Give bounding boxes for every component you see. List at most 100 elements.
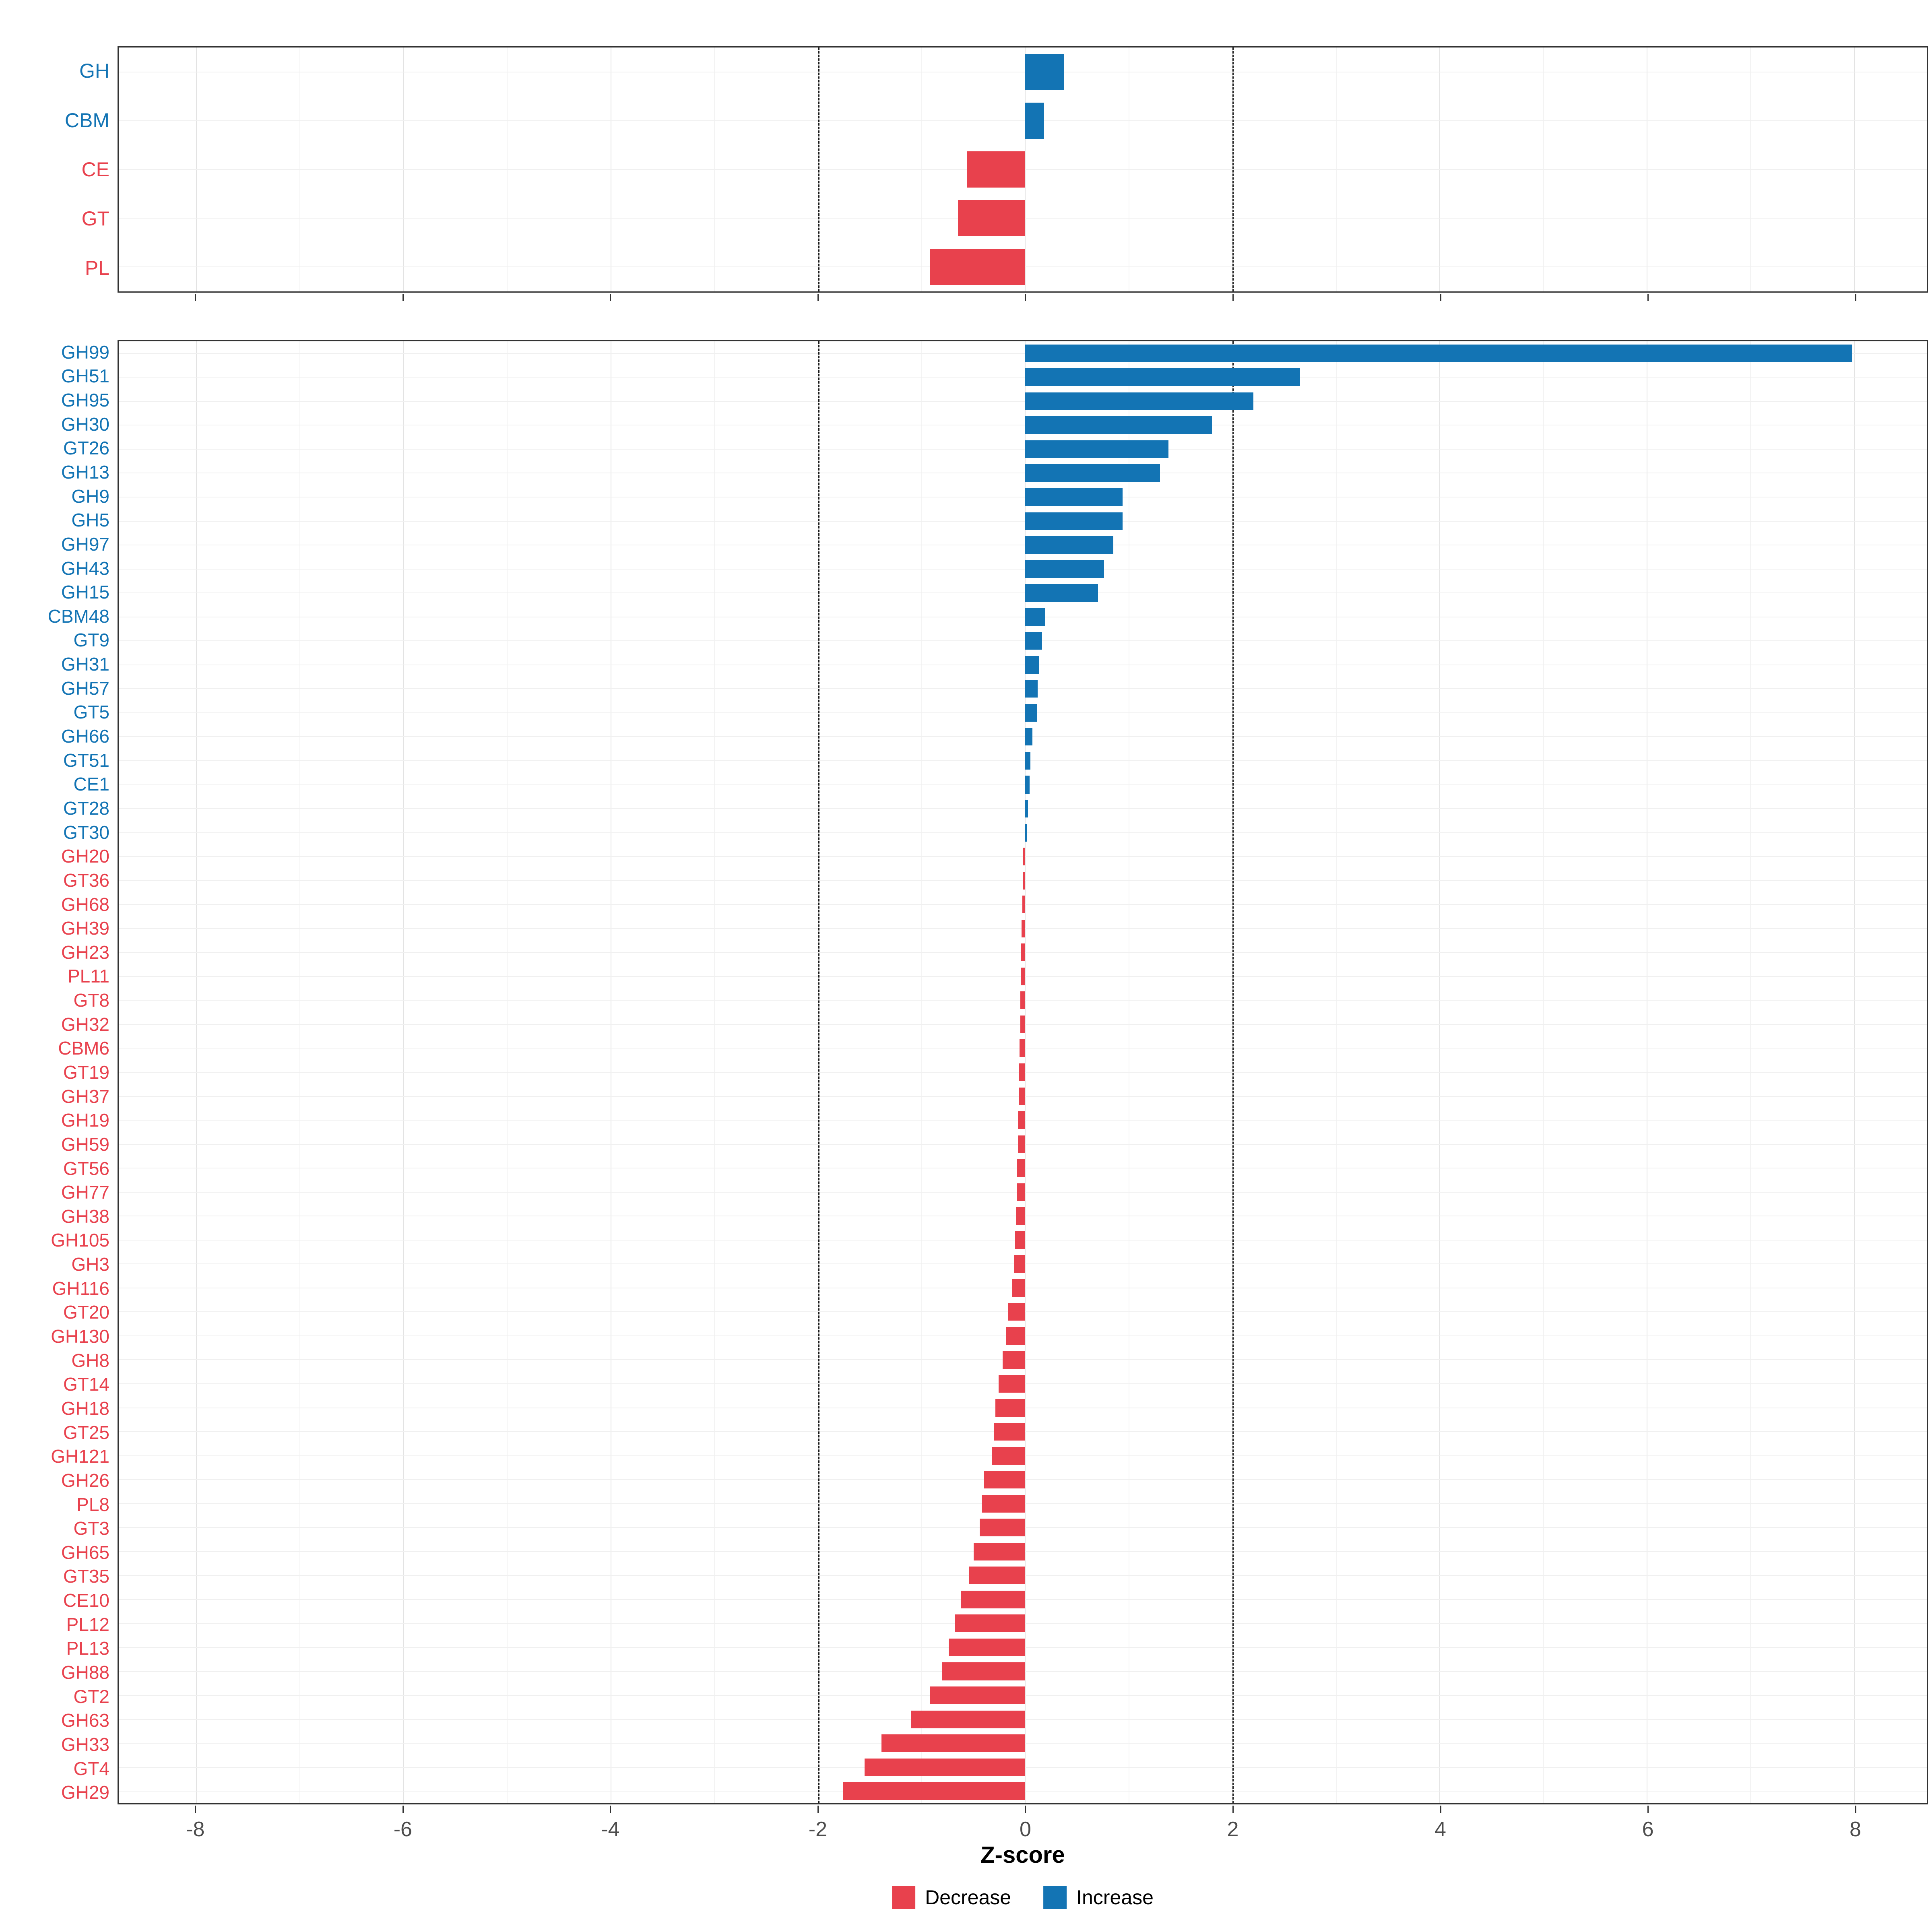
gridline-y bbox=[119, 760, 1927, 761]
bar-GT56 bbox=[1017, 1159, 1026, 1177]
category-label-GH95: GH95 bbox=[61, 390, 109, 411]
class-panel bbox=[118, 46, 1928, 293]
tick-6 bbox=[1647, 1806, 1649, 1813]
bar-GT2 bbox=[930, 1686, 1026, 1705]
bar-GT35 bbox=[969, 1567, 1026, 1585]
category-label-CBM: CBM bbox=[64, 109, 109, 132]
bar-GT3 bbox=[980, 1519, 1026, 1537]
category-label-PL12: PL12 bbox=[66, 1614, 109, 1635]
category-label-GT35: GT35 bbox=[63, 1566, 109, 1587]
gridline-y bbox=[119, 353, 1927, 354]
tick--8 bbox=[195, 294, 196, 301]
category-label-CE10: CE10 bbox=[63, 1590, 109, 1611]
category-label-GH57: GH57 bbox=[61, 677, 109, 699]
category-label-GH38: GH38 bbox=[61, 1205, 109, 1227]
bar-GH95 bbox=[1025, 392, 1253, 410]
bar-GH20 bbox=[1023, 848, 1026, 866]
bar-CBM6 bbox=[1020, 1039, 1026, 1057]
bar-GH121 bbox=[992, 1447, 1026, 1465]
legend-item-decrease: Decrease bbox=[892, 1886, 1011, 1909]
bar-GH13 bbox=[1025, 464, 1160, 482]
category-label-GT14: GT14 bbox=[63, 1374, 109, 1395]
category-label-GH97: GH97 bbox=[61, 533, 109, 555]
category-label-GH5: GH5 bbox=[71, 510, 109, 531]
category-label-GT8: GT8 bbox=[73, 990, 109, 1011]
category-label-GH59: GH59 bbox=[61, 1133, 109, 1155]
bar-GH26 bbox=[984, 1471, 1026, 1489]
bar-GH105 bbox=[1015, 1231, 1026, 1249]
tick-label--2: -2 bbox=[808, 1818, 828, 1841]
tick-8 bbox=[1855, 1806, 1856, 1813]
bar-GT5 bbox=[1025, 704, 1037, 722]
dashed-line--2 bbox=[818, 341, 819, 1803]
decrease-swatch bbox=[892, 1886, 916, 1909]
category-label-GH32: GH32 bbox=[61, 1013, 109, 1035]
x-axis-title: Z-score bbox=[980, 1842, 1065, 1868]
bar-GH33 bbox=[881, 1734, 1026, 1752]
bar-GT25 bbox=[994, 1423, 1026, 1441]
tick-4 bbox=[1440, 1806, 1441, 1813]
bar-GH51 bbox=[1025, 368, 1300, 386]
tick--4 bbox=[610, 294, 611, 301]
tick--4 bbox=[610, 1806, 611, 1813]
gridline-y bbox=[119, 120, 1927, 121]
tick-0 bbox=[1025, 1806, 1026, 1813]
category-label-PL8: PL8 bbox=[76, 1494, 109, 1515]
category-label-GT19: GT19 bbox=[63, 1062, 109, 1083]
bar-GH66 bbox=[1025, 728, 1033, 746]
category-label-GT36: GT36 bbox=[63, 869, 109, 891]
category-label-GT4: GT4 bbox=[73, 1758, 109, 1779]
category-label-GH3: GH3 bbox=[71, 1254, 109, 1275]
bar-GT28 bbox=[1025, 800, 1028, 818]
increase-swatch bbox=[1043, 1886, 1067, 1909]
bar-GT19 bbox=[1019, 1063, 1026, 1082]
category-label-GH63: GH63 bbox=[61, 1710, 109, 1731]
bar-GT20 bbox=[1007, 1303, 1026, 1321]
category-label-GH20: GH20 bbox=[61, 846, 109, 867]
legend-item-increase: Increase bbox=[1043, 1886, 1154, 1909]
gridline-y bbox=[119, 448, 1927, 450]
tick--8 bbox=[195, 1806, 196, 1813]
bar-GH68 bbox=[1022, 896, 1026, 914]
bar-GH18 bbox=[995, 1399, 1026, 1417]
bar-GH116 bbox=[1011, 1279, 1026, 1297]
category-label-GH33: GH33 bbox=[61, 1734, 109, 1755]
category-label-GT30: GT30 bbox=[63, 822, 109, 843]
bar-GT4 bbox=[865, 1758, 1026, 1776]
bar-GH5 bbox=[1025, 512, 1123, 530]
category-label-PL: PL bbox=[85, 256, 109, 279]
category-label-GH37: GH37 bbox=[61, 1086, 109, 1107]
category-label-GH43: GH43 bbox=[61, 557, 109, 579]
bar-GH37 bbox=[1018, 1087, 1026, 1105]
category-label-GT: GT bbox=[81, 207, 109, 230]
tick-2 bbox=[1232, 294, 1234, 301]
bar-CBM48 bbox=[1025, 608, 1045, 626]
bar-GH99 bbox=[1025, 344, 1852, 362]
category-label-GH19: GH19 bbox=[61, 1110, 109, 1131]
category-label-GH66: GH66 bbox=[61, 726, 109, 747]
gridline-y bbox=[119, 808, 1927, 809]
tick-4 bbox=[1440, 294, 1441, 301]
gridline-y bbox=[119, 688, 1927, 689]
bar-CE1 bbox=[1025, 776, 1030, 794]
category-label-CBM6: CBM6 bbox=[58, 1038, 109, 1059]
bar-GH65 bbox=[973, 1542, 1026, 1560]
category-label-GH29: GH29 bbox=[61, 1782, 109, 1803]
bar-GT9 bbox=[1025, 632, 1042, 650]
bar-GH130 bbox=[1005, 1327, 1026, 1345]
bar-GH77 bbox=[1017, 1183, 1026, 1201]
bar-GT bbox=[958, 200, 1026, 237]
category-label-GT28: GT28 bbox=[63, 797, 109, 819]
bar-GH43 bbox=[1025, 560, 1104, 578]
bar-GH63 bbox=[911, 1710, 1026, 1728]
tick-label--6: -6 bbox=[393, 1818, 412, 1841]
category-label-CBM48: CBM48 bbox=[47, 605, 109, 627]
category-label-GH31: GH31 bbox=[61, 654, 109, 675]
tick-2 bbox=[1232, 1806, 1234, 1813]
bar-GT30 bbox=[1025, 824, 1027, 842]
category-label-GH30: GH30 bbox=[61, 413, 109, 435]
tick--6 bbox=[402, 1806, 404, 1813]
tick-8 bbox=[1855, 294, 1856, 301]
category-label-CE1: CE1 bbox=[73, 774, 109, 795]
category-label-PL11: PL11 bbox=[67, 966, 109, 987]
